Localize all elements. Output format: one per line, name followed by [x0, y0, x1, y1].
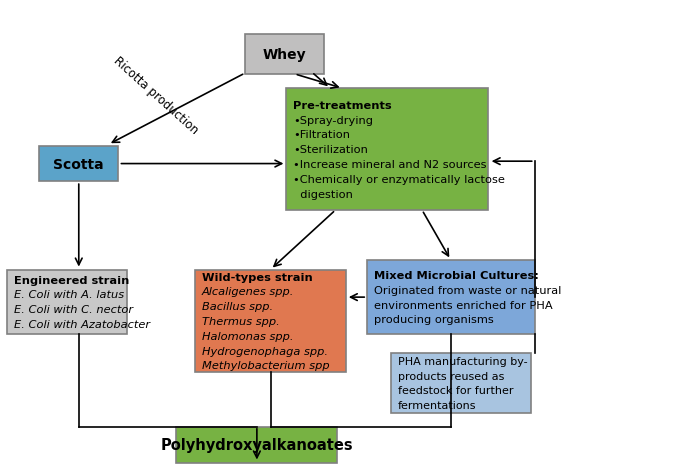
- Text: environments enriched for PHA: environments enriched for PHA: [374, 300, 552, 310]
- Text: E. Coli with A. latus: E. Coli with A. latus: [14, 290, 124, 300]
- FancyBboxPatch shape: [245, 35, 323, 75]
- Text: producing organisms: producing organisms: [374, 315, 493, 325]
- Text: PHA manufacturing by-: PHA manufacturing by-: [397, 357, 527, 367]
- Text: feedstock for further: feedstock for further: [397, 386, 513, 396]
- Text: E. Coli with C. nector: E. Coli with C. nector: [14, 305, 133, 315]
- Text: •Increase mineral and N2 sources: •Increase mineral and N2 sources: [292, 160, 486, 170]
- Text: Scotta: Scotta: [53, 157, 104, 171]
- Text: Bacillus spp.: Bacillus spp.: [202, 301, 273, 311]
- Text: Wild-types strain: Wild-types strain: [202, 272, 313, 282]
- Text: Hydrogenophaga spp.: Hydrogenophaga spp.: [202, 346, 328, 356]
- Text: Originated from waste or natural: Originated from waste or natural: [374, 285, 561, 295]
- Text: Whey: Whey: [262, 48, 306, 62]
- FancyBboxPatch shape: [177, 427, 337, 463]
- FancyBboxPatch shape: [286, 89, 488, 210]
- Text: Pre-treatments: Pre-treatments: [292, 100, 391, 110]
- Text: Ricotta production: Ricotta production: [112, 54, 201, 137]
- FancyBboxPatch shape: [390, 353, 531, 413]
- Text: Halomonas spp.: Halomonas spp.: [202, 331, 294, 341]
- FancyBboxPatch shape: [195, 270, 346, 372]
- FancyBboxPatch shape: [367, 261, 534, 335]
- Text: Methylobacterium spp: Methylobacterium spp: [202, 361, 329, 371]
- Text: products reused as: products reused as: [397, 371, 504, 381]
- Text: Mixed Microbial Cultures:: Mixed Microbial Cultures:: [374, 270, 538, 280]
- Text: Alcaligenes spp.: Alcaligenes spp.: [202, 287, 295, 297]
- Text: E. Coli with Azatobacter: E. Coli with Azatobacter: [14, 319, 150, 329]
- Text: •Sterilization: •Sterilization: [292, 145, 368, 155]
- Text: Engineered strain: Engineered strain: [14, 275, 129, 285]
- Text: Thermus spp.: Thermus spp.: [202, 317, 280, 326]
- Text: •Filtration: •Filtration: [292, 130, 350, 140]
- Text: •Chemically or enzymatically lactose: •Chemically or enzymatically lactose: [292, 175, 505, 185]
- Text: Polyhydroxyalkanoates: Polyhydroxyalkanoates: [160, 437, 353, 453]
- Text: fermentations: fermentations: [397, 400, 476, 410]
- Text: •Spray-drying: •Spray-drying: [292, 115, 373, 125]
- FancyBboxPatch shape: [8, 270, 127, 335]
- Text: digestion: digestion: [292, 189, 353, 199]
- FancyBboxPatch shape: [40, 147, 119, 182]
